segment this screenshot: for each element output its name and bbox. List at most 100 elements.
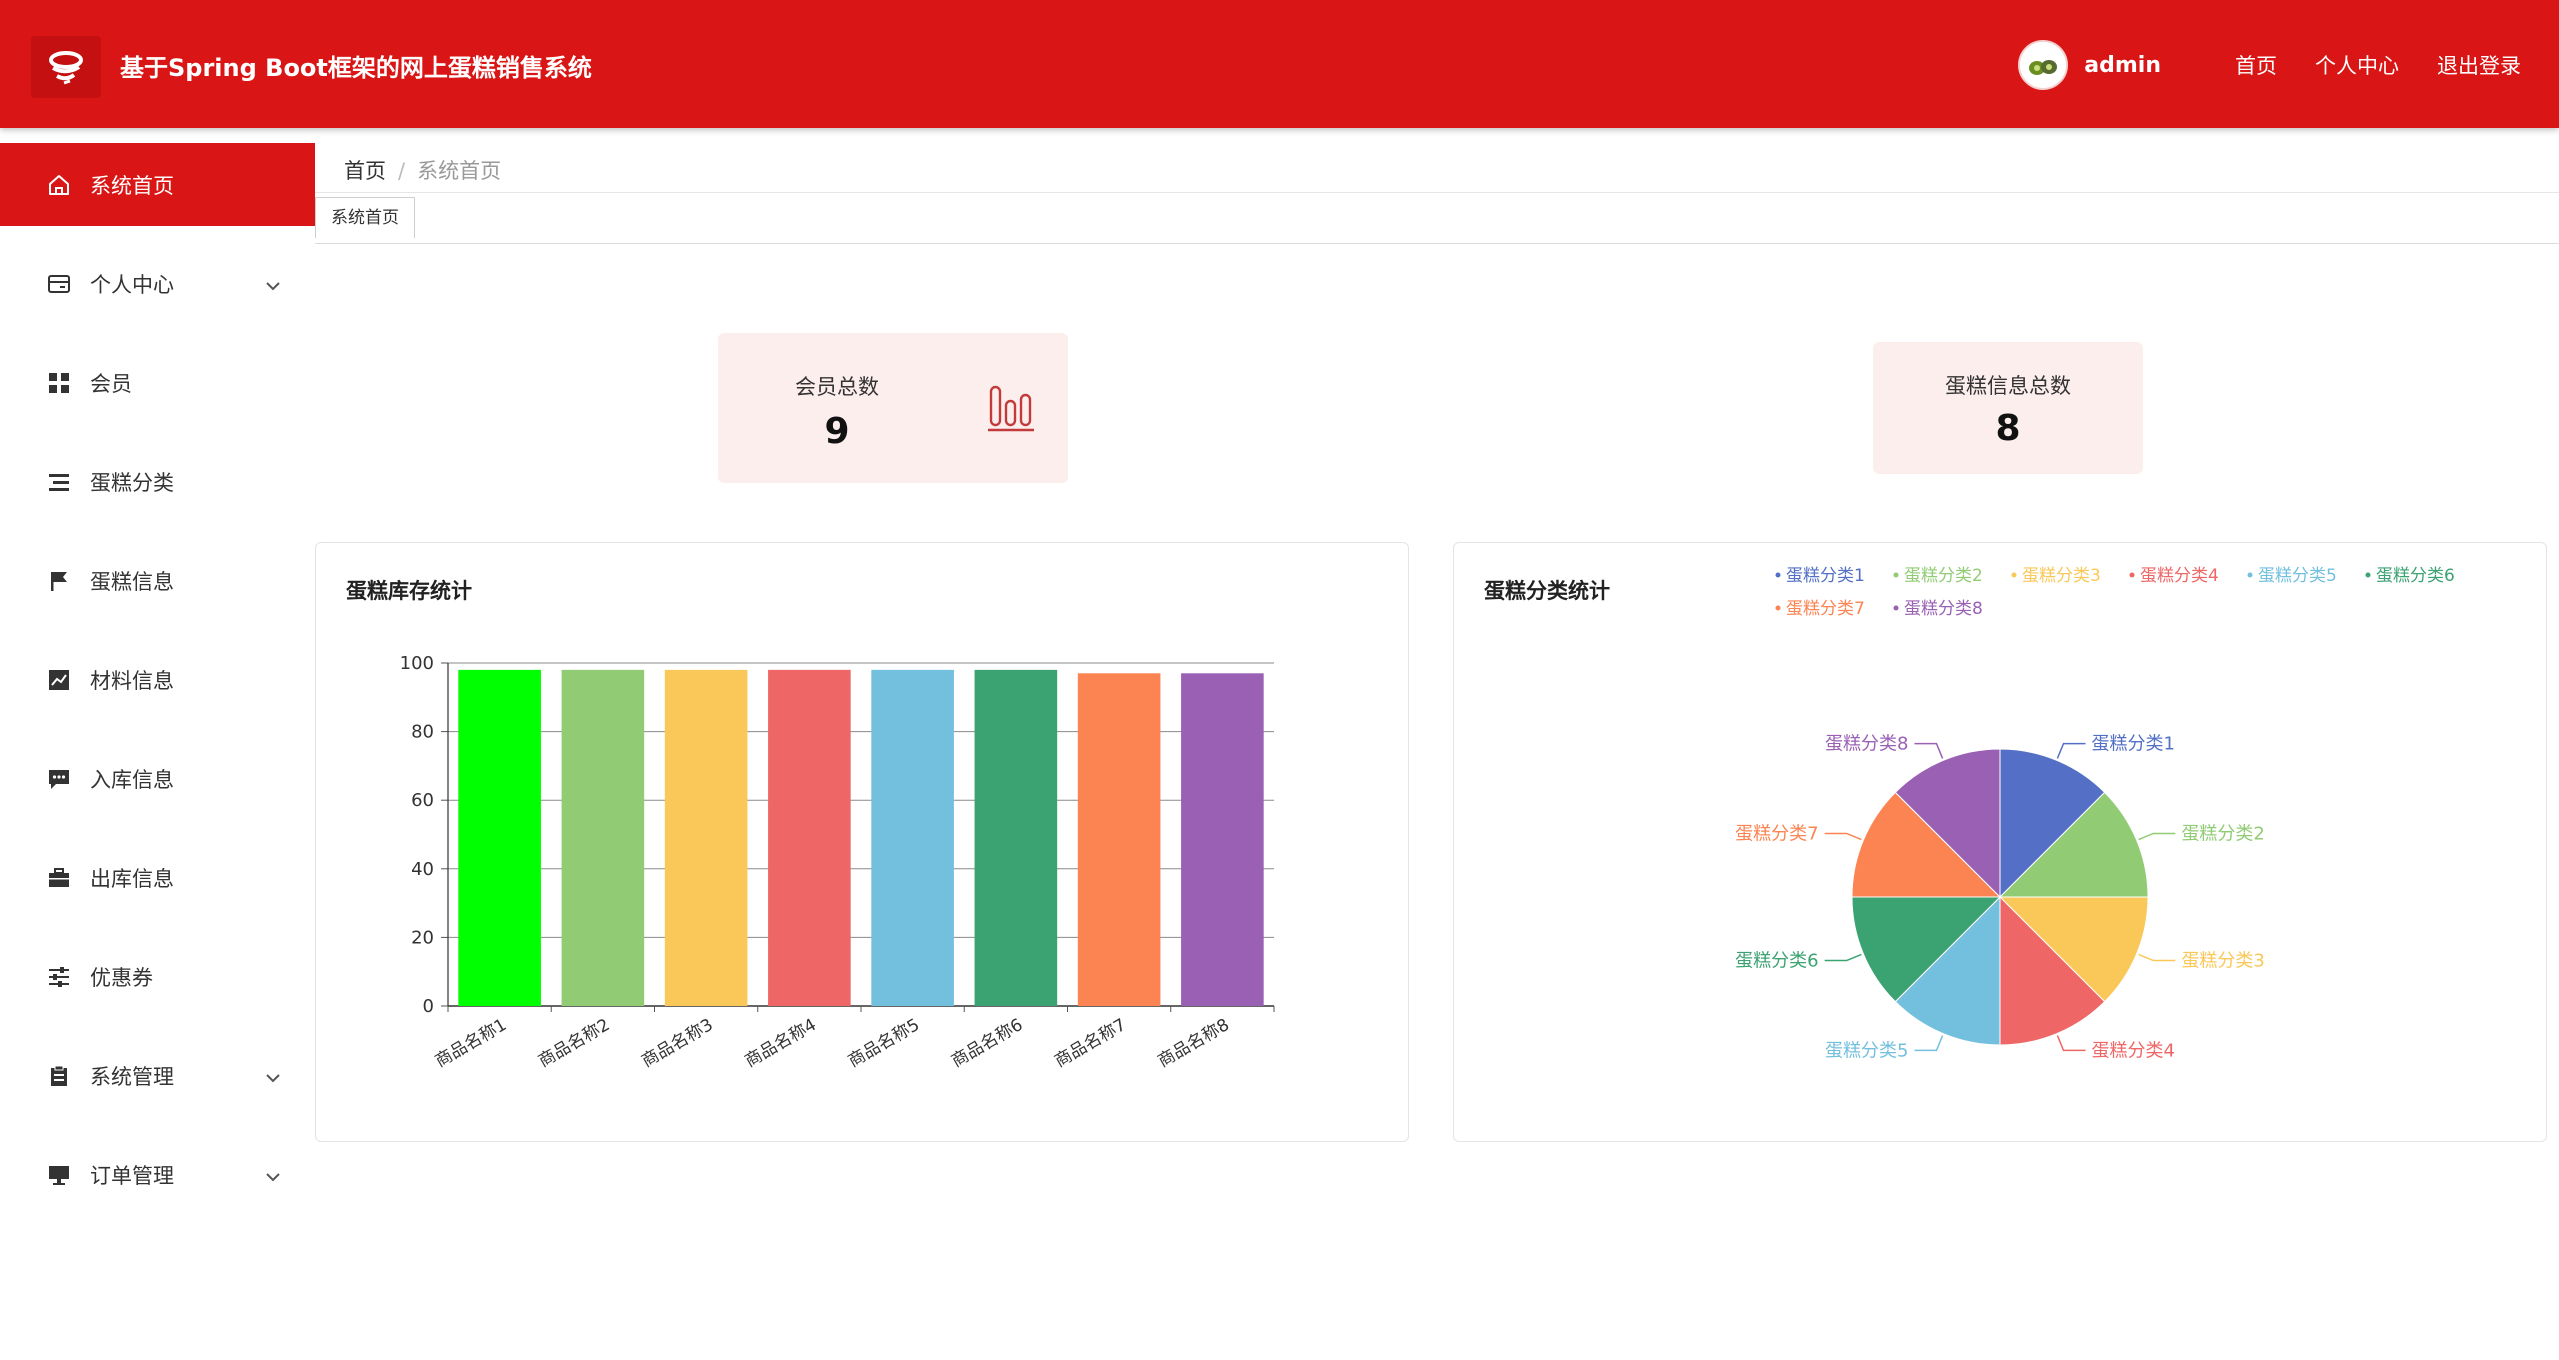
sidebar-item-label: 出库信息 <box>90 866 174 891</box>
list-icon <box>46 469 72 495</box>
legend-marker <box>1893 572 1899 578</box>
x-tick-label: 商品名称8 <box>1155 1015 1233 1072</box>
sidebar-item-label: 入库信息 <box>90 767 174 792</box>
pie-label: 蛋糕分类8 <box>1825 734 1908 755</box>
breadcrumb-separator: / <box>398 159 406 183</box>
pie-label: 蛋糕分类5 <box>1825 1040 1908 1061</box>
logo-icon <box>31 36 101 98</box>
bar <box>1181 673 1264 1006</box>
sidebar-item-label: 系统管理 <box>90 1064 174 1089</box>
sidebar-item-label: 订单管理 <box>90 1163 174 1188</box>
bar <box>458 669 541 1006</box>
pie-label-line <box>2056 1035 2086 1052</box>
sidebar-item-label: 系统首页 <box>90 173 174 198</box>
briefcase-icon <box>46 865 72 891</box>
legend-marker <box>2129 572 2135 578</box>
card-icon <box>46 271 72 297</box>
sidebar-item-members[interactable]: 会员 <box>0 341 315 424</box>
category-chart-panel: 蛋糕分类统计 蛋糕分类1 蛋糕分类2 蛋糕分类3 蛋糕分类4 蛋糕分类5 蛋糕分类6 蛋糕分… <box>1453 542 2547 1142</box>
pie-slice <box>1998 791 2149 898</box>
legend-label: 蛋糕分类2 <box>1904 566 1983 586</box>
x-tick-label: 商品名称7 <box>1051 1015 1129 1072</box>
bar <box>871 669 954 1006</box>
bar <box>664 669 748 1006</box>
tab-home[interactable]: 系统首页 <box>315 197 415 238</box>
stat-label: 会员总数 <box>795 375 879 399</box>
pie-label-line <box>2138 832 2176 841</box>
sidebar-item-stock-in[interactable]: 入库信息 <box>0 737 315 820</box>
y-tick-label: 20 <box>411 927 434 948</box>
pie-label-line <box>1914 1035 1944 1052</box>
pie-label: 蛋糕分类7 <box>1735 823 1818 844</box>
sidebar-item-label: 材料信息 <box>90 668 174 693</box>
legend-label: 蛋糕分类3 <box>2022 566 2101 586</box>
breadcrumb: 首页 / 系统首页 <box>344 155 501 185</box>
y-tick-label: 40 <box>411 859 434 880</box>
x-tick-label: 商品名称2 <box>535 1015 613 1072</box>
app-title: 基于Spring Boot框架的网上蛋糕销售系统 <box>120 54 592 82</box>
sidebar-item-cake-category[interactable]: 蛋糕分类 <box>0 440 315 523</box>
breadcrumb-current: 系统首页 <box>417 159 502 183</box>
flag-icon <box>46 568 72 594</box>
x-tick-label: 商品名称4 <box>742 1015 820 1072</box>
legend-marker <box>2365 572 2371 578</box>
pie-slice <box>1999 748 2106 899</box>
breadcrumb-home[interactable]: 首页 <box>344 159 386 183</box>
stat-label: 蛋糕信息总数 <box>1945 374 2071 398</box>
pie-slice <box>1851 791 2002 898</box>
monitor-icon <box>46 1162 72 1188</box>
pie-slice <box>1894 895 2001 1046</box>
sidebar-item-materials[interactable]: 材料信息 <box>0 638 315 721</box>
sidebar-item-stock-out[interactable]: 出库信息 <box>0 836 315 919</box>
sidebar-item-label: 蛋糕信息 <box>90 569 174 594</box>
legend-label: 蛋糕分类7 <box>1786 599 1865 619</box>
pie-label: 蛋糕分类2 <box>2181 823 2264 844</box>
pie-label: 蛋糕分类4 <box>2092 1040 2175 1061</box>
x-tick-label: 商品名称3 <box>638 1015 716 1072</box>
username: admin <box>2084 52 2161 78</box>
bar <box>974 669 1058 1006</box>
inventory-chart-title: 蛋糕库存统计 <box>346 579 472 603</box>
sidebar-item-system[interactable]: 系统管理 <box>0 1034 315 1117</box>
inventory-chart-panel: 蛋糕库存统计 0 20 40 60 80 100 商品名称1 商品名称2 商品名称3 商品名称4 商… <box>315 542 1409 1142</box>
sidebar-item-orders[interactable]: 订单管理 <box>0 1133 315 1216</box>
header-link-logout[interactable]: 退出登录 <box>2437 54 2521 78</box>
pie-label: 蛋糕分类3 <box>2181 951 2264 972</box>
sidebar-item-cake-info[interactable]: 蛋糕信息 <box>0 539 315 622</box>
sidebar: 系统首页 个人中心 会员 蛋糕分类 蛋糕信息 材料信息 入库信息 <box>0 143 315 1360</box>
sidebar-item-home[interactable]: 系统首页 <box>0 143 315 226</box>
tab-bar: 系统首页 <box>315 192 2559 244</box>
sidebar-item-coupons[interactable]: 优惠券 <box>0 935 315 1018</box>
pie-label-line <box>2138 953 2176 962</box>
pie-label: 蛋糕分类6 <box>1735 951 1818 972</box>
sidebar-item-label: 个人中心 <box>90 272 174 297</box>
sidebar-item-profile[interactable]: 个人中心 <box>0 242 315 325</box>
category-chart-title: 蛋糕分类统计 <box>1484 579 1610 603</box>
sidebar-item-label: 优惠券 <box>90 965 153 990</box>
stat-card-cakes: 蛋糕信息总数 8 <box>1873 342 2143 474</box>
header-link-home[interactable]: 首页 <box>2235 54 2277 78</box>
pie-label-line <box>1824 832 1862 841</box>
header-link-profile[interactable]: 个人中心 <box>2315 54 2399 78</box>
pie-slice <box>1894 748 2001 899</box>
y-tick-label: 80 <box>411 722 434 743</box>
pie-label: 蛋糕分类1 <box>2092 734 2175 755</box>
sliders-icon <box>46 964 72 990</box>
bar <box>561 669 645 1006</box>
pie-slice <box>1851 896 2002 1003</box>
pie-label-line <box>1824 953 1862 962</box>
message-icon <box>46 766 72 792</box>
grid-icon <box>46 370 72 396</box>
legend-marker <box>2011 572 2017 578</box>
legend-marker <box>1893 605 1899 611</box>
avatar[interactable] <box>2018 40 2069 90</box>
top-header: 基于Spring Boot框架的网上蛋糕销售系统 admin 首页 个人中心 退… <box>0 0 2559 128</box>
legend-label: 蛋糕分类6 <box>2376 566 2455 586</box>
x-tick-label: 商品名称1 <box>432 1015 510 1072</box>
legend-marker <box>1775 572 1781 578</box>
legend-label: 蛋糕分类1 <box>1786 566 1865 586</box>
category-pie-chart: 蛋糕分类1 蛋糕分类2 蛋糕分类3 蛋糕分类4 蛋糕分类5 蛋糕分类6 蛋糕分类7 蛋糕分类8… <box>1735 566 2455 1061</box>
legend-label: 蛋糕分类8 <box>1904 599 1983 619</box>
pie-slice <box>1999 895 2106 1046</box>
stat-value: 8 <box>1995 408 2021 449</box>
